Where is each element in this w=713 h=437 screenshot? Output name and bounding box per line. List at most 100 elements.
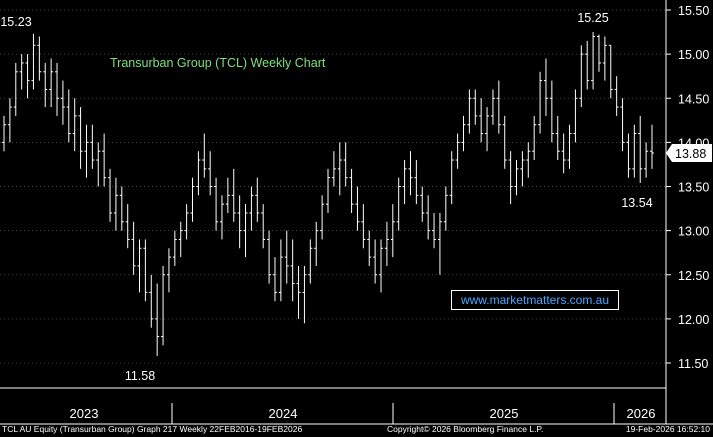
ohlc-bar-50 [296,265,301,319]
ohlc-bar-87 [514,160,519,196]
gridlines [0,9,666,364]
ohlc-bar-65 [384,221,389,266]
ohlc-bar-97 [573,89,578,143]
ohlc-bar-79 [467,89,472,134]
ohlc-bar-86 [508,151,513,205]
ohlc-bar-26 [155,283,160,356]
ohlc-bar-6 [37,36,42,81]
ohlc-bar-98 [579,45,584,108]
ohlc-bar-109 [644,142,649,178]
x-tick-label-1: 2024 [269,406,298,421]
ohlc-bar-104 [614,76,619,116]
y-tick-label-0: 11.50 [678,357,708,371]
annotations: 15.23 11.58 15.25 13.54 [0,11,652,383]
ohlc-bar-90 [532,115,537,161]
ohlc-bar-102 [602,36,607,81]
ohlc-bar-80 [473,89,478,125]
ohlc-bar-81 [479,98,484,143]
ohlc-bar-55 [326,168,330,213]
ohlc-bar-34 [202,133,207,178]
ohlc-bar-110 [650,124,654,169]
ohlc-bar-40 [237,195,242,249]
x-axis: 2023 2024 2025 2026 [0,387,713,425]
ohlc-bar-28 [166,248,171,293]
ohlc-bar-10 [60,80,65,125]
ohlc-bar-95 [561,133,566,174]
ohlc-bar-84 [496,80,501,134]
ohlc-bar-52 [308,239,313,284]
ohlc-bar-15 [90,124,95,169]
ohlc-bar-9 [55,62,60,116]
ohlc-bar-13 [78,107,83,169]
ohlc-bars [2,32,654,356]
ohlc-bar-89 [526,142,531,178]
y-tick-label-2: 12.50 [678,269,709,283]
ohlc-bar-39 [231,168,236,222]
ohlc-bar-83 [490,89,495,125]
ohlc-bar-58 [343,142,348,187]
ohlc-bar-47 [278,239,283,302]
ohlc-bar-36 [214,177,219,231]
footer-security-info: TCL AU Equity (Transurban Group) Graph 2… [2,424,303,434]
ohlc-bar-19 [113,177,118,231]
ohlc-bar-67 [396,177,401,231]
x-tick-label-0: 2023 [70,406,99,421]
ohlc-bar-77 [455,133,460,169]
ohlc-bar-71 [420,186,425,222]
ohlc-bar-37 [219,195,224,240]
annotation-2: 15.25 [577,11,608,25]
ohlc-bar-30 [178,221,183,258]
y-tick-label-1: 12.00 [678,313,709,327]
watermark-link[interactable]: www.marketmatters.com.au [451,290,619,310]
ohlc-bar-31 [184,204,189,240]
ohlc-bar-14 [84,124,89,178]
ohlc-bar-64 [379,239,384,293]
y-axis: 11.5012.0012.5013.0013.5014.0014.5015.00… [665,0,712,424]
y-tick-label-8: 15.50 [678,4,709,18]
ohlc-bar-41 [243,204,248,258]
ohlc-bar-53 [314,221,319,266]
ohlc-bar-29 [172,230,177,266]
last-price-label: 13.88 [675,147,706,161]
ohlc-bar-43 [255,177,260,222]
ohlc-bar-88 [520,151,525,187]
ohlc-bar-93 [549,80,554,143]
ohlc-bar-94 [555,115,560,161]
last-price-marker: 13.88 [666,143,712,162]
ohlc-bar-35 [208,151,213,196]
y-tick-label-7: 15.00 [678,48,709,62]
x-tick-label-2: 2025 [490,406,519,421]
ohlc-bar-70 [414,160,419,205]
ohlc-bar-33 [196,151,201,196]
ohlc-bar-23 [137,239,142,293]
ohlc-bar-66 [390,204,395,258]
ohlc-bar-76 [449,151,454,205]
ohlc-bar-73 [432,212,437,249]
ohlc-bar-24 [143,239,148,302]
ohlc-bar-85 [502,115,507,169]
ohlc-bar-103 [608,44,613,99]
ohlc-bar-108 [638,115,643,183]
ohlc-bar-92 [543,58,548,116]
ohlc-bar-32 [190,177,195,222]
ohlc-bar-105 [620,98,625,152]
ohlc-bar-101 [596,34,601,72]
ohlc-bar-74 [437,212,442,275]
ohlc-bar-56 [331,151,336,187]
ohlc-bar-8 [49,58,54,108]
y-tick-label-3: 13.00 [678,225,709,239]
x-tick-label-3: 2026 [627,406,656,421]
chart-title: Transurban Group (TCL) Weekly Chart [110,56,326,70]
ohlc-bar-51 [302,265,307,324]
annotation-0: 15.23 [0,15,31,29]
ohlc-bar-17 [102,133,107,187]
ohlc-bar-62 [367,230,372,266]
ohlc-bar-7 [43,62,48,108]
ohlc-bar-68 [402,160,407,205]
ohlc-bar-3 [19,54,24,90]
ohlc-bar-61 [361,204,366,249]
ohlc-bar-27 [161,265,166,346]
ohlc-bar-2 [13,62,18,116]
ohlc-bar-42 [249,186,254,231]
